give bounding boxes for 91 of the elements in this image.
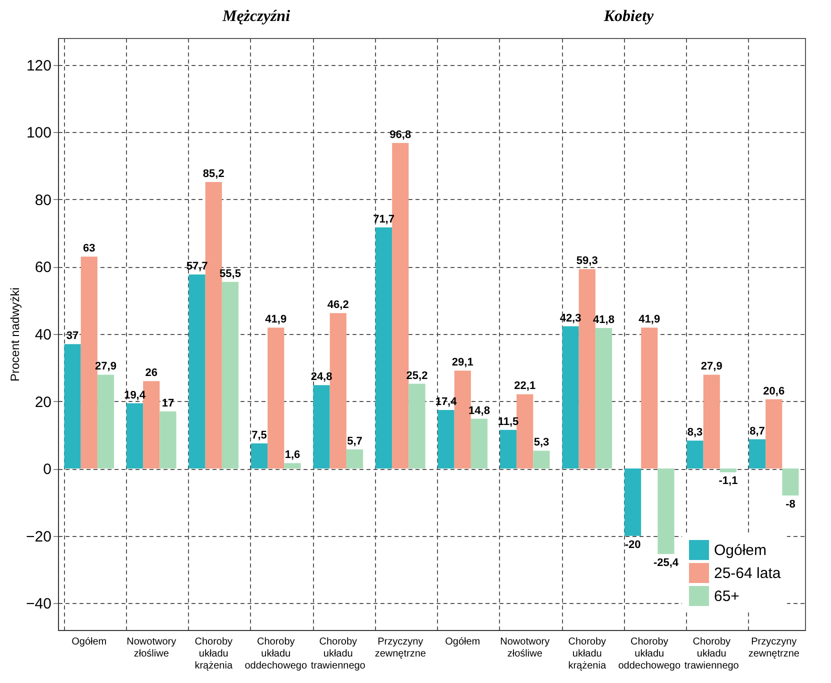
y-tick-label: 20 (34, 394, 52, 411)
data-label: 37 (66, 330, 79, 342)
bar (782, 468, 799, 496)
bar (375, 227, 392, 469)
x-tick-label: Choroby układu oddechowego (618, 636, 681, 672)
data-label: 22,1 (514, 380, 536, 392)
data-label: 71,7 (373, 213, 394, 226)
x-tick-label: Przyczyny zewnętrzne (748, 636, 800, 660)
y-tick-label: 80 (34, 192, 52, 209)
data-label: 7,5 (252, 429, 267, 442)
data-label: -1,1 (718, 475, 738, 488)
data-label: 20,6 (763, 385, 785, 398)
bar (500, 430, 517, 469)
y-tick-label: 40 (34, 326, 52, 344)
bar (641, 328, 658, 469)
x-tick-label: Ogółem (445, 636, 480, 648)
data-label: 5,3 (534, 436, 550, 449)
x-tick-label: Choroby układu trawiennego (684, 636, 740, 672)
data-label: 63 (83, 242, 96, 255)
data-label: 24,8 (310, 371, 332, 384)
data-label: 85,2 (202, 168, 224, 180)
data-label: 57,7 (186, 260, 208, 272)
bar (250, 443, 268, 469)
data-label: -25,4 (653, 556, 680, 569)
x-tick-label: Przyczyny zewnętrzne (374, 636, 426, 660)
data-label: 41,9 (265, 314, 287, 326)
data-label: 41,8 (593, 314, 614, 326)
data-label: 19,4 (124, 389, 146, 402)
bar (64, 344, 81, 469)
data-label: 17,4 (435, 396, 458, 408)
bar (720, 468, 737, 472)
data-label: 41,9 (638, 314, 660, 326)
bar (268, 328, 284, 469)
data-label: 25,2 (406, 370, 428, 382)
data-label: 8,3 (687, 426, 703, 439)
bar (624, 468, 642, 536)
bar (188, 274, 206, 469)
x-tick-label: Choroby układu trawiennego (310, 636, 366, 672)
bar (126, 403, 144, 469)
bar (346, 449, 364, 469)
y-tick-label: −40 (26, 596, 52, 613)
bar (658, 468, 674, 554)
data-label: 46,2 (327, 299, 349, 312)
bar (97, 374, 114, 469)
data-label: 27,9 (95, 360, 116, 373)
legend-label: 25-64 lata (714, 565, 782, 582)
y-tick-label: −20 (26, 528, 52, 546)
bar (438, 410, 454, 469)
data-label: 27,9 (700, 360, 722, 373)
bar (595, 328, 612, 469)
y-tick-label: 0 (43, 461, 52, 478)
x-tick-label: Choroby układu krążenia (568, 636, 606, 672)
legend-label: 65+ (714, 588, 740, 605)
x-tick-label: Choroby układu oddechowego (244, 636, 308, 672)
bar (408, 384, 426, 469)
data-label: 14,8 (468, 404, 490, 417)
x-tick-label: Choroby układu krążenia (194, 636, 233, 672)
bar (686, 440, 704, 469)
y-axis-title: Procent nadwyżki (8, 287, 22, 382)
bar (703, 374, 720, 469)
data-label: 26 (145, 367, 158, 380)
text: Kobiety (602, 8, 655, 26)
bar (222, 282, 239, 469)
data-label: -20 (624, 538, 641, 551)
bar (313, 385, 330, 469)
bar (284, 463, 301, 469)
y-tick-label: 60 (34, 259, 52, 276)
x-tick-label: Nowotwory złośliwe (500, 636, 550, 660)
bar (766, 399, 782, 469)
bar (748, 439, 766, 469)
bar (562, 326, 579, 469)
data-label: 8,7 (750, 425, 765, 438)
data-label: -8 (786, 498, 796, 510)
data-label: 11,5 (498, 416, 519, 428)
legend-label: Ogółem (714, 542, 767, 559)
x-tick-label: Ogółem (72, 636, 107, 648)
data-label: 1,6 (284, 449, 300, 462)
bar (470, 418, 488, 469)
bar (160, 411, 176, 469)
data-label: 5,7 (347, 435, 362, 448)
text: Mężczyźni (221, 8, 292, 26)
bar (516, 394, 534, 469)
bar (533, 450, 550, 469)
data-label: 96,8 (390, 128, 412, 141)
data-label: 55,5 (220, 268, 241, 280)
data-label: 29,1 (452, 356, 474, 369)
data-label: 42,3 (560, 312, 582, 324)
y-tick-label: 120 (26, 57, 52, 74)
y-tick-label: 100 (26, 124, 52, 142)
x-tick-label: Nowotwory złośliwe (126, 636, 176, 660)
data-label: 59,3 (576, 255, 598, 268)
